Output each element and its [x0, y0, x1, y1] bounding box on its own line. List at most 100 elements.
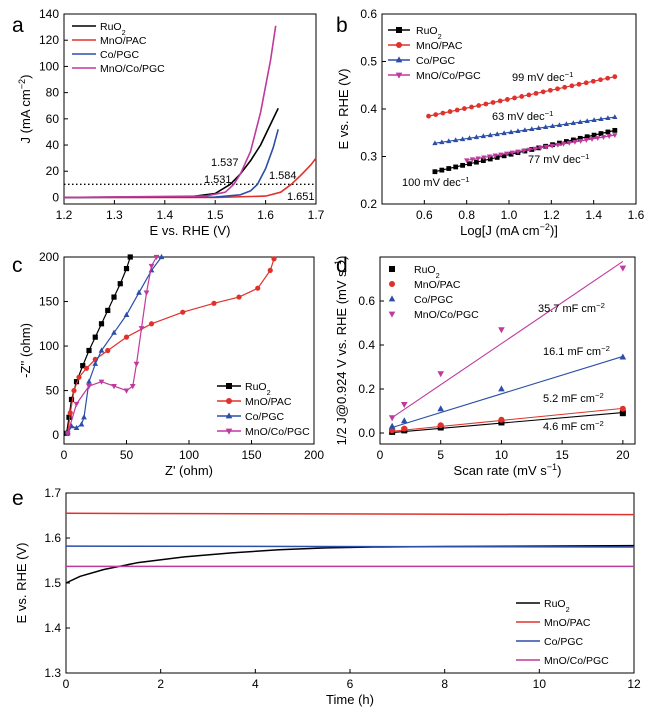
panel-d-xtick-label-2: 10 — [495, 448, 509, 462]
panel-d-point-mno-co-pgc-0 — [388, 415, 396, 422]
panel-d-fit-mno-pac — [392, 407, 623, 432]
panel-e-legend-label-mno-co-pgc: MnO/Co/PGC — [544, 655, 609, 667]
panel-c-point-co-pgc-6 — [92, 360, 99, 366]
panel-a-legend-item-ruo2: RuO2 — [72, 21, 126, 37]
panel-b-series-mno-pac — [426, 74, 618, 119]
panel-a-series-co-pgc — [63, 129, 279, 199]
panel-e-legend-item-ruo2: RuO2 — [516, 598, 570, 614]
panel-a-ytick-label-4: 80 — [46, 86, 60, 100]
panel-d-frame — [379, 256, 636, 445]
panel-c-point-mno-co-pgc-7 — [133, 361, 140, 367]
panel-c-xtick-label-3: 150 — [241, 448, 261, 462]
panel-c-legend-item-mno-pac: MnO/PAC — [217, 396, 292, 408]
panel-d-fit-ruo2 — [392, 411, 623, 434]
panel-d-point-mno-pac-2 — [437, 422, 444, 429]
panel-c-point-ruo2-2 — [68, 396, 75, 403]
panel-d-fit-mno-co-pgc — [391, 260, 624, 419]
panel-a-annotation-ruo2: 1.531 — [204, 174, 232, 186]
panel-c-point-mno-pac-3 — [76, 374, 82, 380]
panel-c-point-mno-co-pgc-0 — [64, 431, 71, 437]
panel-a-xtick-label-2: 1.4 — [156, 208, 173, 222]
panel-e-xtick-label-0: 0 — [63, 677, 70, 691]
panel-d-legend-item-mno-pac: MnO/PAC — [389, 279, 461, 291]
panel-e-ytick-label-0: 1.3 — [44, 666, 61, 680]
panel-e-xtick-label-2: 4 — [252, 677, 259, 691]
panel-e-legend-label-ruo2: RuO2 — [544, 598, 570, 614]
panel-c-ytick-label-0: 0 — [52, 428, 59, 442]
panel-b-slope-label-co-pgc: 63 mV dec−1 — [492, 109, 553, 124]
panel-c-point-co-pgc-5 — [86, 378, 92, 384]
panel-d-xtick-label-3: 15 — [555, 448, 569, 462]
panel-c-point-ruo2-8 — [105, 307, 111, 314]
panel-d-legend-marker-mno-co-pgc — [388, 311, 396, 318]
panel-c-point-co-pgc-2 — [73, 424, 80, 431]
panel-a-ytick-label-1: 20 — [46, 164, 60, 178]
panel-c-xtick-label-0: 0 — [61, 448, 68, 462]
panel-d-point-mno-pac-3 — [498, 416, 505, 423]
panel-a-ytick-label-7: 140 — [39, 7, 59, 21]
panel-c-xlabel: Z' (ohm) — [165, 463, 213, 478]
panel-c-legend-marker-mno-co-pgc — [225, 428, 233, 435]
panel-c-series-mno-co-pgc — [67, 256, 158, 434]
panel-c-point-ruo2-12 — [127, 254, 133, 260]
panel-d-point-co-pgc-4 — [619, 353, 627, 360]
panel-d-point-mno-co-pgc-1 — [400, 402, 408, 408]
panel-c-point-co-pgc-12 — [158, 253, 165, 260]
panel-c-xtick-label-4: 200 — [304, 448, 324, 462]
panel-b-slope-label-mno-co-pgc: 77 mV dec−1 — [528, 152, 589, 167]
panel-d-legend-label-mno-pac: MnO/PAC — [414, 279, 461, 291]
panel-b-point-ruo2-26 — [612, 127, 618, 133]
panel-d-legend-marker-mno-pac — [389, 281, 395, 287]
panel-e-letter: e — [12, 487, 24, 510]
panel-e-ytick-label-2: 1.5 — [44, 576, 61, 590]
panel-a-series-mno-co-pgc — [63, 25, 277, 199]
panel-c-legend-label-ruo2: RuO2 — [245, 381, 271, 397]
panel-e-xlabel: Time (h) — [326, 692, 374, 707]
panel-a-legend-label-ruo2: RuO2 — [100, 21, 126, 37]
panel-e-legend-label-co-pgc: Co/PGC — [544, 636, 584, 648]
panel-a-legend-item-mno-pac: MnO/PAC — [72, 35, 147, 47]
panel-b-legend-item-mno-pac: MnO/PAC — [388, 40, 463, 52]
panel-e-legend-label-mno-pac: MnO/PAC — [544, 617, 591, 629]
panel-b-fit-mno-pac — [428, 76, 615, 117]
panel-c-point-ruo2-5 — [86, 347, 92, 354]
panel-d-ylabel: 1/2 J@0.924 V vs. RHE (mV s−1) — [333, 256, 349, 446]
panel-c-point-mno-pac-12 — [255, 285, 261, 291]
panel-c-point-mno-co-pgc-5 — [123, 388, 130, 394]
panel-d-ytick-label-3: 0.6 — [358, 294, 375, 308]
panel-c-point-mno-pac-9 — [180, 309, 186, 315]
panel-c-point-mno-pac-7 — [123, 334, 130, 340]
panel-c-point-co-pgc-7 — [98, 347, 105, 353]
panel-d-ytick-label-0: 0.0 — [358, 426, 375, 440]
panel-c-point-ruo2-1 — [66, 414, 72, 420]
panel-c-point-co-pgc-4 — [81, 414, 87, 420]
panel-b-fit-co-pgc — [434, 116, 615, 144]
panel-c-ytick-label-1: 50 — [46, 384, 60, 398]
panel-a-xtick-label-1: 1.3 — [106, 208, 123, 222]
panel-a-series-mno-pac — [64, 157, 317, 199]
panel-b-legend-item-ruo2: RuO2 — [388, 25, 442, 41]
panel-c-point-mno-pac-2 — [71, 387, 77, 394]
panel-c-markers-co-pgc — [64, 253, 165, 436]
panel-a-ytick-label-6: 120 — [39, 33, 59, 47]
panel-c-point-mno-pac-1 — [67, 410, 73, 416]
panel-d-markers-co-pgc — [388, 353, 627, 429]
panel-c-legend-item-mno-co-pgc: MnO/Co/PGC — [217, 426, 310, 438]
panel-c-point-mno-pac-4 — [83, 365, 90, 371]
panel-b-series-mno-co-pgc — [464, 133, 618, 164]
panel-e-series-ruo2 — [65, 544, 635, 584]
panel-b-xtick-label-3: 1.2 — [543, 208, 560, 222]
panel-c-point-mno-pac-8 — [148, 321, 155, 327]
panel-c-markers-mno-pac — [65, 256, 277, 436]
panel-c-legend-marker-co-pgc — [225, 412, 233, 419]
panel-e-ylabel: E vs. RHE (V) — [14, 543, 29, 624]
panel-c-point-mno-pac-10 — [211, 300, 217, 306]
panel-b-legend-label-ruo2: RuO2 — [416, 25, 442, 41]
panel-a-xtick-label-0: 1.2 — [56, 208, 73, 222]
panel-c-letter: c — [12, 254, 23, 277]
panel-d-fit-co-pgc — [391, 355, 624, 429]
panel-b-legend-item-mno-co-pgc: MnO/Co/PGC — [388, 70, 481, 82]
panel-b-legend-marker-mno-pac — [396, 42, 402, 48]
panel-e-xtick-label-1: 2 — [157, 677, 164, 691]
